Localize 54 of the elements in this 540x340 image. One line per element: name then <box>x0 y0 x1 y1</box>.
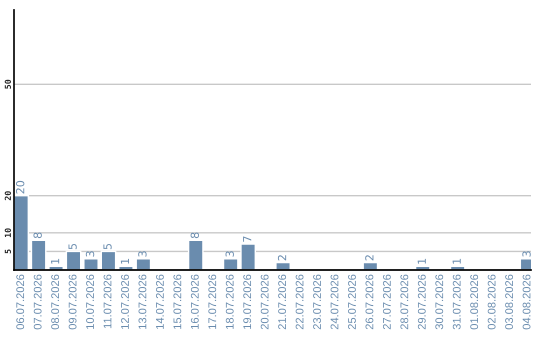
x-tick-label: 07.07.2026 <box>34 274 42 330</box>
y-tick-label: 50 <box>4 80 11 89</box>
x-tick-label: 21.07.2026 <box>278 274 286 330</box>
x-tick-label: 30.07.2026 <box>435 274 444 330</box>
x-tick-label: 01.08.2026 <box>470 274 478 330</box>
data-label: 7 <box>243 236 252 242</box>
x-tick-label: 25.07.2026 <box>348 274 356 330</box>
data-label: 5 <box>68 244 77 250</box>
bar <box>188 240 204 270</box>
x-tick-label: 02.08.2026 <box>488 274 496 330</box>
y-tick-label: 5 <box>4 249 11 254</box>
x-tick-label: 24.07.2026 <box>330 274 338 330</box>
x-tick-label: 31.07.2026 <box>452 274 461 330</box>
x-tick-label: 08.07.2026 <box>51 274 60 330</box>
data-label: 1 <box>120 258 129 264</box>
x-tick-label: 22.07.2026 <box>296 274 304 330</box>
x-tick-label: 15.07.2026 <box>173 274 182 329</box>
x-tick-label: 20.07.2026 <box>260 274 269 330</box>
data-label: 3 <box>226 251 234 257</box>
x-tick-label: 11.07.2026 <box>104 274 112 328</box>
bar <box>240 243 256 270</box>
x-tick-label: 04.08.2026 <box>522 274 530 330</box>
y-tick-label: 20 <box>4 191 11 200</box>
data-label: 3 <box>522 251 531 257</box>
x-tick-label: 06.07.2026 <box>16 274 24 330</box>
x-tick-label: 10.07.2026 <box>86 274 94 329</box>
bar <box>14 195 30 270</box>
data-label: 3 <box>138 251 147 257</box>
x-tick-label: 19.07.2026 <box>243 274 252 329</box>
x-tick-label: 16.07.2026 <box>190 274 199 329</box>
x-tick-label: 29.07.2026 <box>418 274 426 330</box>
x-tick-label: 14.07.2026 <box>156 274 164 329</box>
data-label: 2 <box>278 255 286 260</box>
x-tick-label: 28.07.2026 <box>400 274 408 330</box>
x-tick-label: 26.07.2026 <box>365 274 374 330</box>
data-label: 3 <box>86 251 94 257</box>
x-tick-label: 12.07.2026 <box>121 274 129 329</box>
data-label: 8 <box>190 232 199 238</box>
y-tick-label: 10 <box>4 228 11 238</box>
data-label: 1 <box>452 258 461 264</box>
x-tick-label: 03.08.2026 <box>505 274 514 330</box>
x-tick-label: 23.07.2026 <box>313 274 321 330</box>
data-label: 8 <box>33 232 42 238</box>
x-tick-label: 09.07.2026 <box>68 274 77 330</box>
x-tick-label: 27.07.2026 <box>382 274 391 330</box>
data-label: 5 <box>103 244 112 250</box>
x-tick-label: 13.07.2026 <box>138 274 146 329</box>
data-label: 20 <box>16 180 24 194</box>
x-tick-label: 17.07.2026 <box>208 274 216 329</box>
data-label: 2 <box>365 255 374 260</box>
data-label: 1 <box>51 258 60 264</box>
bar <box>222 258 239 270</box>
x-tick-label: 18.07.2026 <box>226 274 234 329</box>
data-label: 1 <box>418 258 426 264</box>
